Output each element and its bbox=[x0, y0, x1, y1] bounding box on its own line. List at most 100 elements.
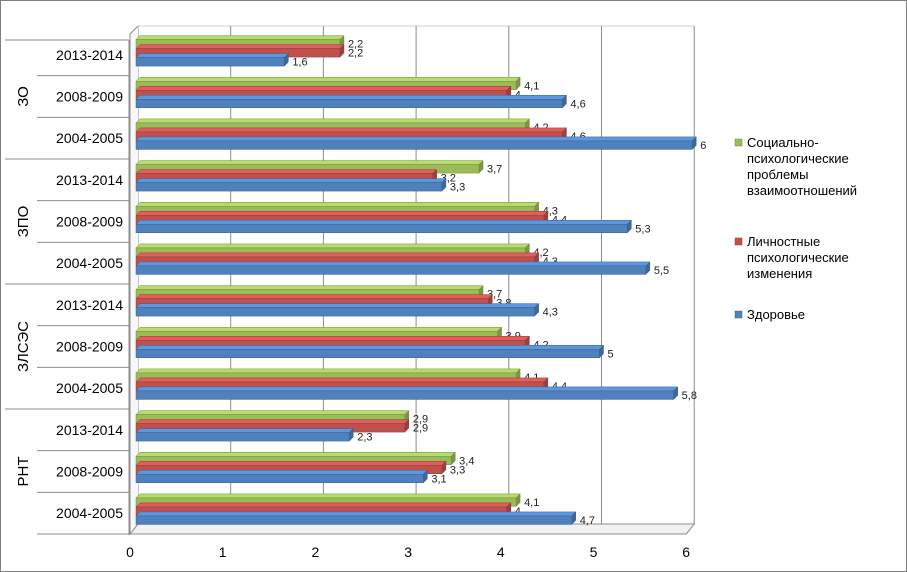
category-label: 2013-2014 bbox=[56, 172, 123, 188]
legend-swatch bbox=[734, 310, 743, 319]
bar bbox=[135, 265, 647, 275]
data-label: 4,1 bbox=[524, 80, 539, 92]
bar-top-face bbox=[135, 202, 540, 207]
data-label: 2,9 bbox=[413, 423, 428, 435]
bar-top-face bbox=[135, 470, 428, 475]
x-tick-label: 2 bbox=[312, 544, 320, 560]
legend-swatch bbox=[734, 138, 743, 147]
legend-swatch bbox=[734, 237, 743, 246]
bar-top-face bbox=[135, 35, 345, 40]
legend-label: психологические bbox=[747, 151, 849, 166]
bar-top-face bbox=[135, 53, 289, 58]
bar-top-face bbox=[135, 368, 521, 374]
x-tick-label: 1 bbox=[219, 544, 227, 560]
data-label: 3,1 bbox=[431, 473, 446, 485]
data-label: 2,2 bbox=[348, 48, 363, 60]
legend-label: Здоровье bbox=[747, 307, 805, 322]
x-tick-label: 5 bbox=[590, 544, 598, 560]
x-tick-label: 4 bbox=[497, 544, 505, 560]
bar-top-face bbox=[135, 211, 549, 216]
category-label: 2008-2009 bbox=[56, 464, 123, 480]
data-label: 1,6 bbox=[292, 57, 307, 69]
data-label: 2,9 bbox=[413, 414, 428, 426]
bar-top-face bbox=[135, 493, 521, 499]
bar bbox=[135, 432, 350, 442]
legend-label: Личностные bbox=[747, 234, 820, 249]
bar bbox=[135, 140, 693, 150]
bar-top-face bbox=[135, 452, 456, 457]
bar bbox=[135, 224, 628, 233]
bar-top-face bbox=[135, 377, 549, 383]
legend-label: проблемы bbox=[747, 167, 808, 182]
category-label: 2008-2009 bbox=[56, 339, 123, 355]
bar-top-face bbox=[135, 502, 512, 508]
bar-top-face bbox=[135, 410, 410, 415]
bar-top-face bbox=[135, 294, 493, 299]
bar-top-face bbox=[135, 160, 484, 165]
bar bbox=[135, 515, 572, 525]
bar bbox=[135, 349, 600, 358]
data-label: 5,8 bbox=[682, 390, 697, 402]
category-label: 2004-2005 bbox=[56, 255, 123, 271]
data-label: 4,6 bbox=[570, 98, 585, 110]
bar-top-face bbox=[135, 252, 540, 258]
group-label: ЗО bbox=[15, 86, 32, 107]
bar-top-face bbox=[135, 327, 503, 332]
data-label: 4,7 bbox=[580, 515, 595, 527]
data-label: 4,3 bbox=[543, 307, 558, 319]
data-label: 3,4 bbox=[459, 455, 474, 467]
category-label: 2013-2014 bbox=[56, 422, 123, 438]
bar-top-face bbox=[135, 243, 530, 249]
bar-top-face bbox=[135, 118, 530, 124]
bar-top-face bbox=[135, 386, 679, 392]
x-tick-label: 0 bbox=[126, 544, 134, 560]
bar-top-face bbox=[135, 461, 447, 466]
category-label: 2013-2014 bbox=[56, 297, 123, 313]
category-label: 2004-2005 bbox=[56, 380, 123, 396]
x-tick-label: 6 bbox=[682, 544, 690, 560]
bar-top-face bbox=[135, 419, 410, 424]
bar-top-face bbox=[135, 261, 651, 267]
bar-top-face bbox=[135, 303, 540, 308]
category-label: 2013-2014 bbox=[56, 47, 123, 63]
bar-top-face bbox=[135, 77, 521, 82]
bar-top-face bbox=[135, 428, 354, 433]
group-label: ЗЛСЭС bbox=[15, 321, 32, 372]
group-label: РНТ bbox=[15, 457, 32, 487]
data-label: 2,3 bbox=[357, 432, 372, 444]
legend-label: психологические bbox=[747, 250, 849, 265]
bar bbox=[135, 474, 424, 483]
data-label: 5,3 bbox=[635, 223, 650, 235]
category-label: 2004-2005 bbox=[56, 130, 123, 146]
x-tick-label: 3 bbox=[404, 544, 412, 560]
bar bbox=[135, 57, 285, 67]
bar bbox=[135, 99, 563, 108]
bar-top-face bbox=[135, 169, 438, 174]
legend-label: изменения bbox=[747, 266, 812, 281]
category-label: 2008-2009 bbox=[56, 89, 123, 105]
data-label: 3,3 bbox=[450, 182, 465, 194]
bar-top-face bbox=[135, 336, 530, 341]
bar bbox=[135, 182, 443, 192]
bar-top-face bbox=[135, 511, 577, 517]
bar bbox=[135, 307, 535, 317]
bar-top-face bbox=[135, 44, 345, 49]
bar-top-face bbox=[135, 95, 568, 100]
category-label: 2004-2005 bbox=[56, 505, 123, 521]
bar-top-face bbox=[135, 285, 484, 290]
bar-top-face bbox=[135, 345, 605, 350]
bar-top-face bbox=[135, 178, 447, 183]
data-label: 5 bbox=[608, 348, 614, 360]
bar-top-face bbox=[135, 86, 512, 91]
category-label: 2008-2009 bbox=[56, 214, 123, 230]
bar-top-face bbox=[135, 127, 568, 133]
data-label: 6 bbox=[700, 140, 706, 152]
legend-label: Социально- bbox=[747, 135, 819, 150]
data-label: 3,7 bbox=[487, 164, 502, 176]
data-label: 4,1 bbox=[524, 497, 539, 509]
data-label: 5,5 bbox=[654, 265, 669, 277]
chart-floor bbox=[128, 523, 696, 535]
group-label: ЗПО bbox=[15, 206, 32, 238]
